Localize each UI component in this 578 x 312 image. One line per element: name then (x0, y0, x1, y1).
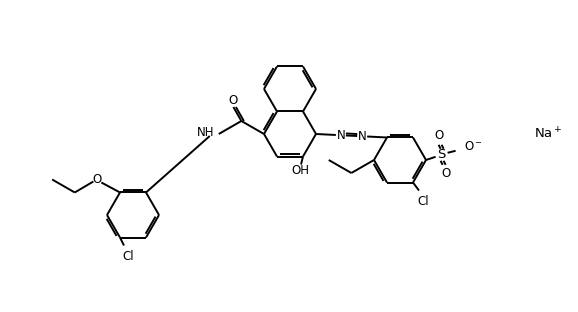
Text: OH: OH (291, 164, 309, 177)
Text: Cl: Cl (417, 195, 429, 208)
Text: NH: NH (197, 125, 215, 139)
Text: Cl: Cl (122, 250, 134, 263)
Text: O$^-$: O$^-$ (464, 140, 483, 153)
Text: N: N (358, 130, 366, 143)
Text: O: O (92, 173, 102, 186)
Text: Na$^+$: Na$^+$ (533, 126, 562, 142)
Text: N: N (336, 129, 345, 142)
Text: O: O (434, 129, 443, 142)
Text: S: S (438, 148, 446, 161)
Text: O: O (229, 95, 238, 108)
Text: O: O (441, 167, 450, 180)
